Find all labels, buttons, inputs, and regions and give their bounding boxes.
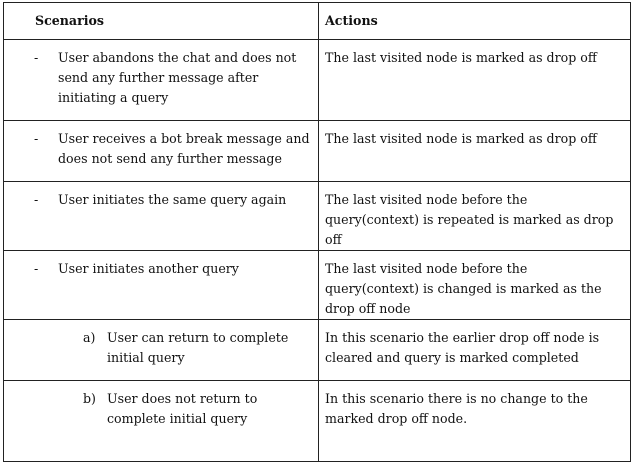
sub-scenario-text: User does not return to complete initial… (107, 391, 258, 426)
action-text: In this scenario there is no change to t… (325, 391, 588, 426)
dash-marker: - (34, 192, 39, 207)
action-cell: In this scenario the earlier drop off no… (318, 319, 631, 381)
scenario-text: User receives a bot break message and do… (58, 131, 310, 166)
scenario-cell: - User initiates another query (3, 250, 319, 320)
sub-scenario-cell: b) User does not return to complete init… (3, 380, 319, 462)
action-cell: In this scenario there is no change to t… (318, 380, 631, 462)
sub-scenario-text: User can return to complete initial quer… (107, 330, 289, 365)
scenario-text: User initiates the same query again (58, 192, 287, 207)
scenarios-actions-table: Scenarios Actions - User abandons the ch… (3, 2, 631, 462)
actions-header: Actions (318, 2, 631, 40)
dash-marker: - (34, 50, 39, 65)
scenario-cell: - User initiates the same query again (3, 181, 319, 251)
sub-scenario-cell: a) User can return to complete initial q… (3, 319, 319, 381)
table-header-row: Scenarios Actions (3, 2, 631, 40)
table-row: - User initiates the same query again Th… (3, 181, 631, 251)
table-row: - User abandons the chat and does not se… (3, 39, 631, 121)
table-row: - User receives a bot break message and … (3, 120, 631, 182)
letter-marker: b) (83, 391, 96, 406)
scenarios-header-label: Scenarios (35, 13, 105, 28)
action-text: The last visited node before the query(c… (325, 261, 602, 316)
action-cell: The last visited node before the query(c… (318, 250, 631, 320)
action-cell: The last visited node is marked as drop … (318, 39, 631, 121)
action-cell: The last visited node before the query(c… (318, 181, 631, 251)
action-cell: The last visited node is marked as drop … (318, 120, 631, 182)
document-page: Scenarios Actions - User abandons the ch… (3, 2, 631, 462)
scenario-text: User initiates another query (58, 261, 239, 276)
action-text: The last visited node is marked as drop … (325, 131, 597, 146)
table-row: b) User does not return to complete init… (3, 380, 631, 462)
scenario-text: User abandons the chat and does not send… (58, 50, 297, 105)
actions-header-label: Actions (325, 13, 378, 28)
scenario-cell: - User abandons the chat and does not se… (3, 39, 319, 121)
table-row: a) User can return to complete initial q… (3, 319, 631, 381)
dash-marker: - (34, 131, 39, 146)
table-row: - User initiates another query The last … (3, 250, 631, 320)
scenario-cell: - User receives a bot break message and … (3, 120, 319, 182)
dash-marker: - (34, 261, 39, 276)
letter-marker: a) (83, 330, 96, 345)
action-text: The last visited node before the query(c… (325, 192, 614, 247)
scenarios-header: Scenarios (3, 2, 319, 40)
action-text: The last visited node is marked as drop … (325, 50, 597, 65)
action-text: In this scenario the earlier drop off no… (325, 330, 600, 365)
